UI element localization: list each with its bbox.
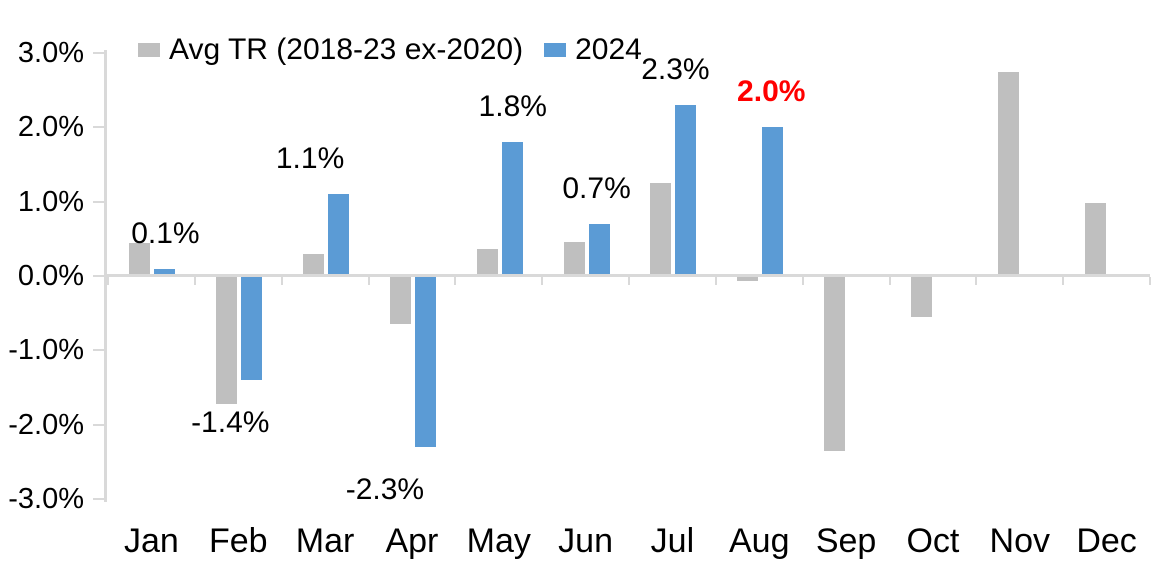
- bar-avg-tr-dec: [1084, 203, 1106, 276]
- bar-avg-tr-oct: [910, 276, 932, 317]
- y-axis-tick-label: -1.0%: [8, 334, 84, 367]
- x-axis-tick: [1149, 277, 1151, 285]
- bar-avg-tr-feb: [216, 276, 238, 404]
- bar-avg-tr-may: [476, 248, 498, 276]
- x-axis-label-oct: Oct: [906, 522, 960, 560]
- x-axis-label-may: May: [466, 522, 531, 560]
- x-axis-label-jan: Jan: [123, 522, 179, 560]
- x-axis-tick: [367, 277, 370, 285]
- x-axis-tick: [1062, 277, 1065, 285]
- x-axis-label-apr: Apr: [385, 522, 439, 560]
- bar-avg-tr-aug: [737, 276, 759, 282]
- y-axis-tick-label: -3.0%: [8, 482, 84, 515]
- legend-item-avg-tr: Avg TR (2018-23 ex-2020): [138, 33, 523, 67]
- bar-2024-may: [501, 142, 523, 276]
- x-axis-label-nov: Nov: [989, 522, 1050, 560]
- y-axis-tick: [93, 200, 106, 203]
- x-axis-tick: [801, 277, 804, 285]
- x-axis-label-jul: Jul: [650, 522, 695, 560]
- x-axis-label-aug: Aug: [729, 522, 790, 560]
- bar-2024-jul: [675, 105, 697, 276]
- bar-2024-apr: [414, 276, 436, 447]
- data-label-jan: 0.1%: [131, 216, 200, 250]
- legend-label-avg-tr: Avg TR (2018-23 ex-2020): [169, 33, 524, 66]
- data-label-jul: 2.3%: [641, 53, 710, 87]
- legend-swatch-avg-tr: [138, 43, 160, 57]
- bar-avg-tr-jan: [129, 242, 151, 276]
- x-axis-tick: [541, 277, 544, 285]
- bar-2024-mar: [328, 194, 350, 276]
- data-label-apr: -2.3%: [345, 472, 425, 506]
- bar-avg-tr-sep: [824, 276, 846, 451]
- bar-avg-tr-nov: [997, 71, 1019, 276]
- bar-2024-feb: [241, 276, 263, 381]
- x-axis-tick: [628, 277, 630, 285]
- x-axis-tick: [107, 277, 109, 285]
- x-axis-tick: [454, 277, 457, 285]
- y-axis-tick-label: 1.0%: [17, 185, 84, 218]
- x-axis-label-dec: Dec: [1076, 522, 1137, 560]
- y-axis-tick-label: 0.0%: [17, 260, 84, 292]
- y-axis-tick: [93, 497, 106, 500]
- y-axis-tick-label: 3.0%: [17, 37, 84, 70]
- data-label-feb: -1.4%: [191, 406, 270, 440]
- x-axis-label-jun: Jun: [558, 522, 613, 560]
- bar-avg-tr-jul: [650, 183, 672, 276]
- y-axis-tick: [93, 126, 106, 129]
- data-label-mar: 1.1%: [275, 142, 345, 176]
- x-axis-tick: [193, 277, 196, 285]
- chart-legend: Avg TR (2018-23 ex-2020) 2024: [138, 33, 642, 67]
- legend-item-2024: 2024: [544, 33, 642, 67]
- data-label-may: 1.8%: [478, 90, 547, 124]
- bar-2024-jun: [588, 223, 610, 276]
- y-axis-tick: [93, 349, 106, 352]
- data-label-aug: 2.0%: [737, 75, 806, 109]
- legend-label-2024: 2024: [575, 33, 642, 66]
- y-axis-tick-label: 2.0%: [17, 111, 84, 144]
- x-axis-label-feb: Feb: [208, 522, 268, 560]
- x-axis-tick: [888, 277, 891, 285]
- bar-2024-jan: [154, 268, 176, 276]
- x-axis-line: [104, 274, 1150, 277]
- bar-avg-tr-jun: [563, 241, 585, 276]
- bar-2024-aug: [762, 127, 784, 276]
- y-axis-tick: [93, 275, 106, 277]
- x-axis-tick: [280, 277, 283, 285]
- x-axis-tick: [714, 277, 717, 285]
- y-axis-tick: [93, 52, 106, 55]
- x-axis-label-sep: Sep: [815, 522, 877, 560]
- bar-avg-tr-mar: [303, 253, 325, 276]
- data-label-jun: 0.7%: [562, 171, 631, 205]
- x-axis-label-mar: Mar: [295, 522, 355, 560]
- bar-avg-tr-apr: [389, 276, 411, 325]
- legend-swatch-2024: [544, 43, 567, 57]
- y-axis-tick-label: -2.0%: [8, 408, 84, 441]
- y-axis-tick: [93, 423, 106, 426]
- x-axis-tick: [975, 277, 978, 285]
